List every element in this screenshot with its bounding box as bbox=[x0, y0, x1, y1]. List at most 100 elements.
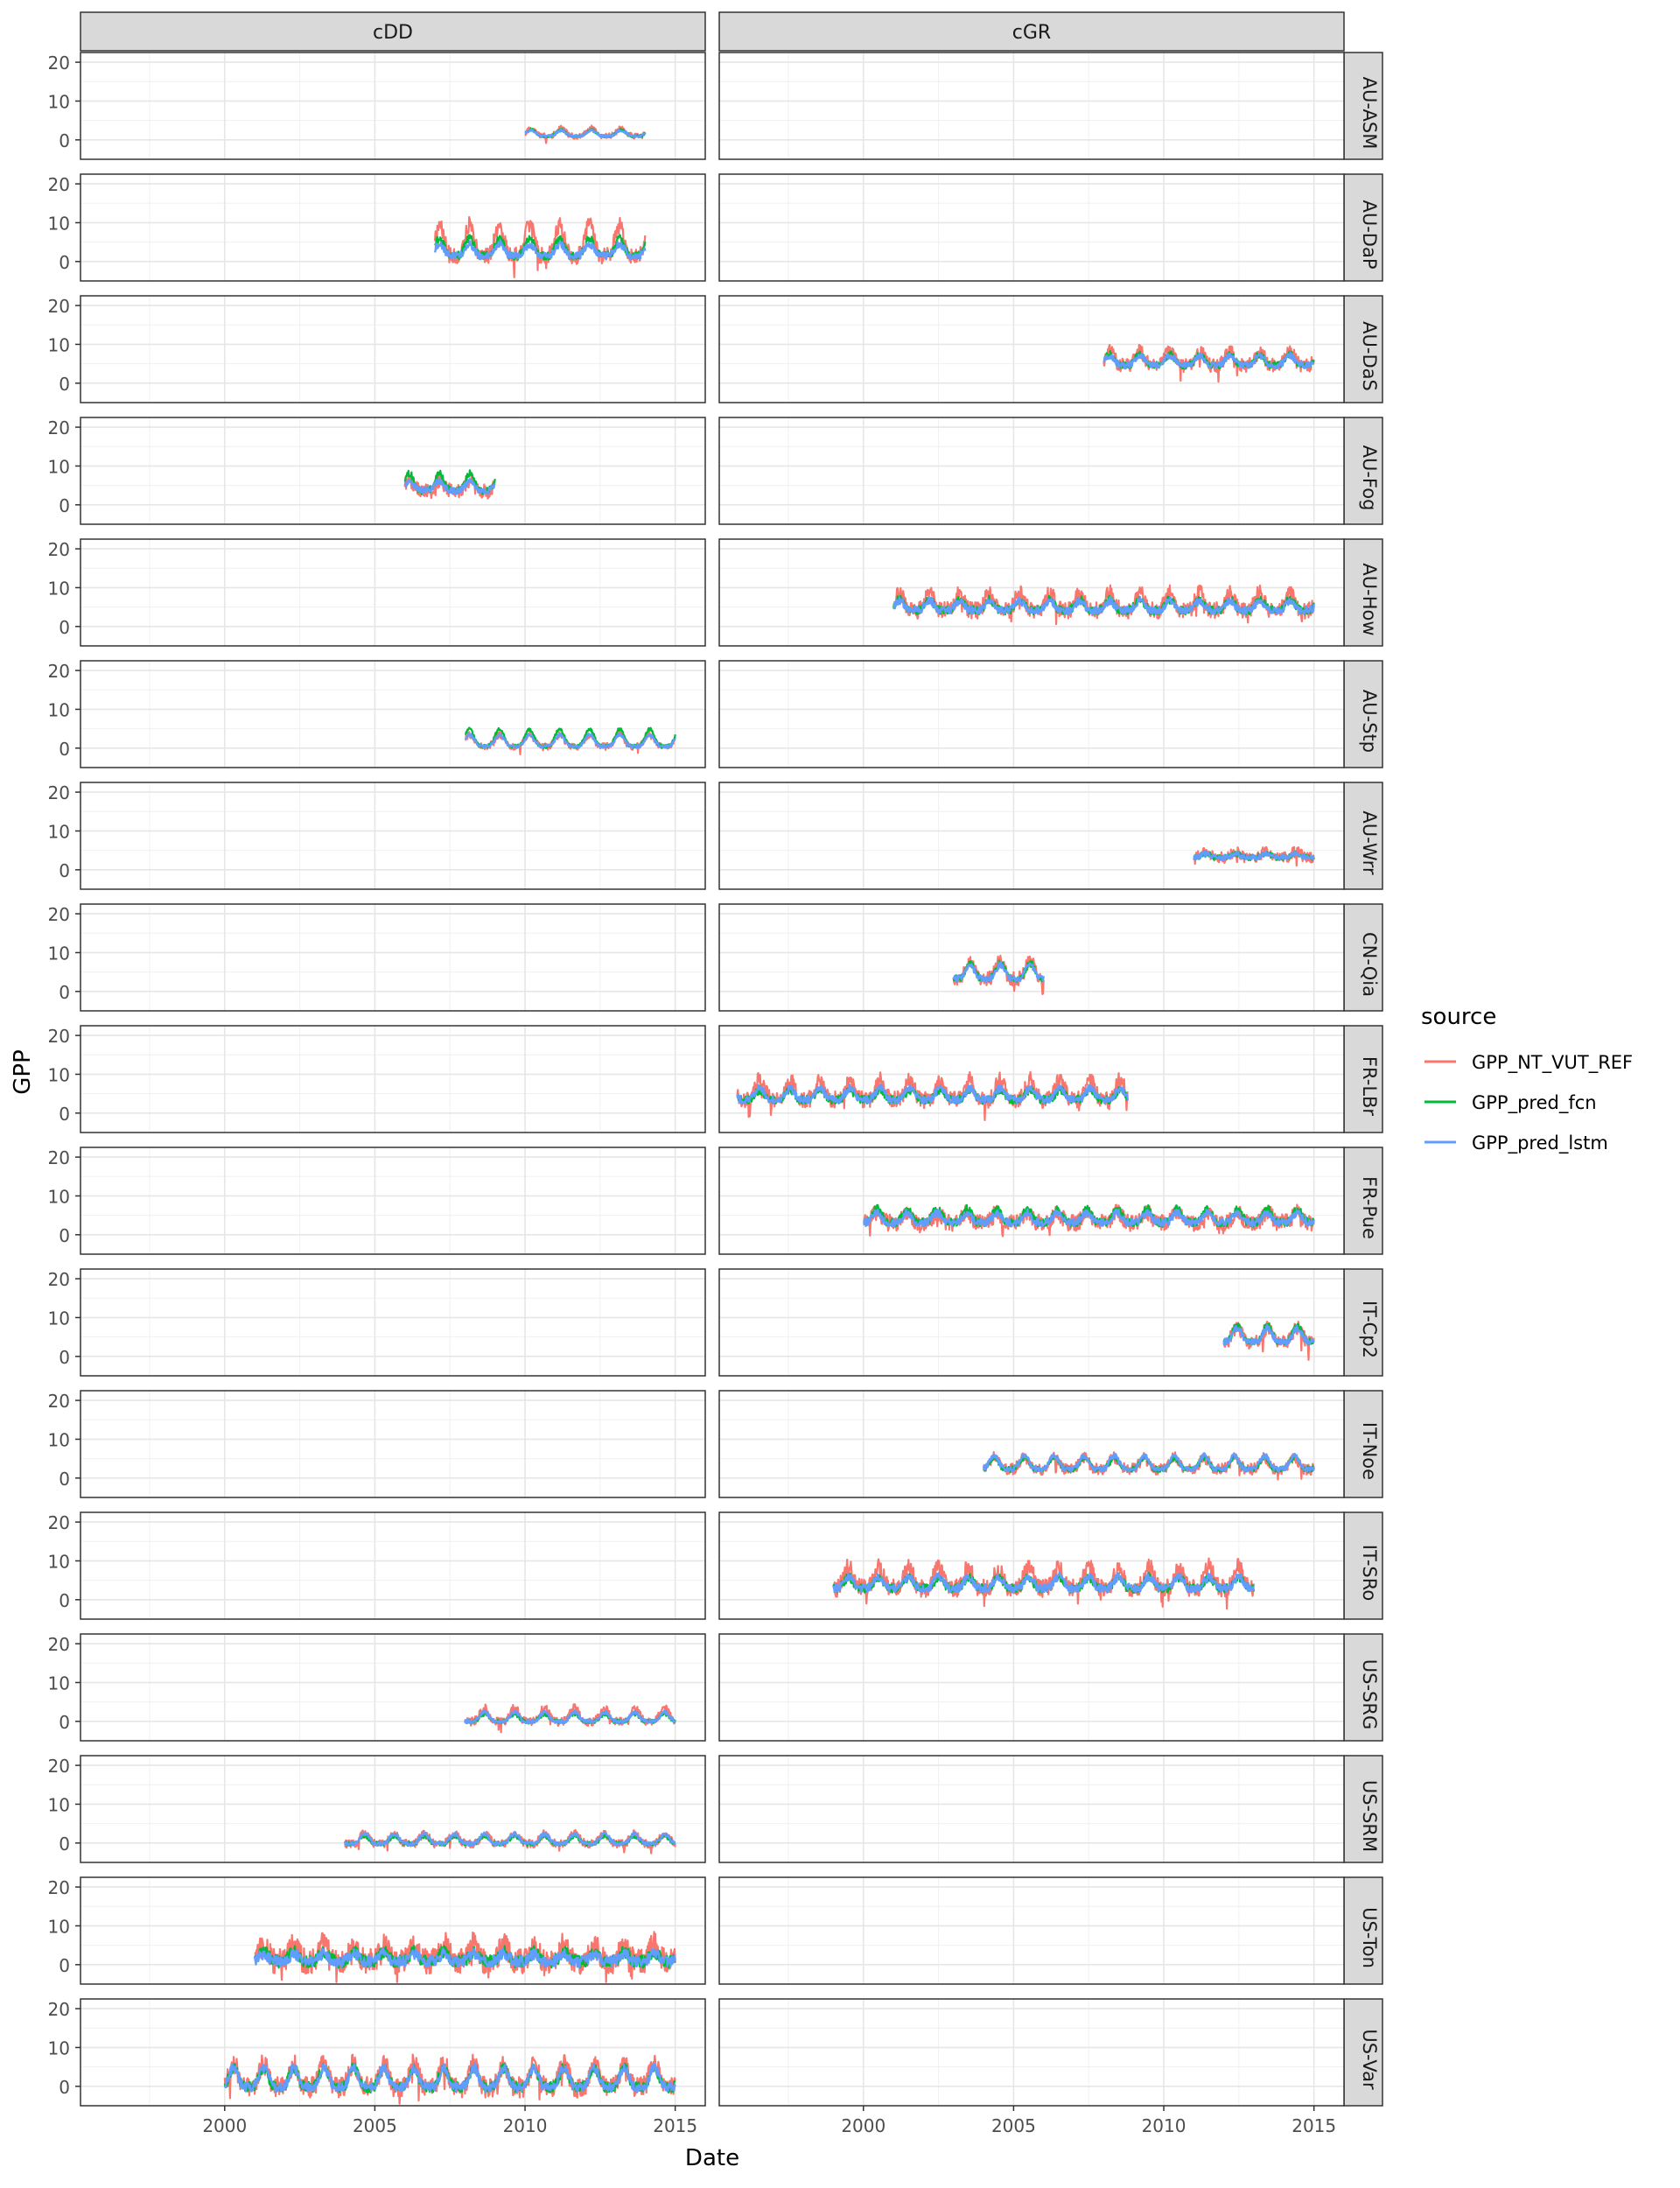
series-line-gpp-pred-lstm bbox=[1102, 351, 1315, 369]
y-tick-label: 20 bbox=[48, 661, 70, 682]
row-label-FR-Pue: FR-Pue bbox=[1359, 1176, 1380, 1239]
y-tick-label: 20 bbox=[48, 782, 70, 803]
panel-background bbox=[80, 417, 705, 524]
panel-AU-DaS-cDD bbox=[80, 295, 706, 403]
y-tick-label: 0 bbox=[59, 1712, 70, 1733]
row-strip-AU-DaP bbox=[1343, 173, 1383, 282]
panel-background bbox=[719, 539, 1344, 646]
panel-US-SRG-cGR bbox=[718, 1633, 1345, 1742]
row-label-AU-ASM: AU-ASM bbox=[1359, 77, 1380, 150]
y-tick-label: 0 bbox=[59, 1225, 70, 1246]
x-tick-label: 2010 bbox=[1142, 2115, 1186, 2136]
legend-label: GPP_NT_VUT_REF bbox=[1472, 1052, 1633, 1074]
x-axis-title: Date bbox=[685, 2145, 739, 2171]
series-line-gpp-pred-lstm bbox=[863, 1208, 1315, 1228]
panel-background bbox=[719, 1391, 1344, 1497]
panel-background bbox=[719, 1269, 1344, 1376]
panel-border bbox=[718, 1755, 1345, 1863]
y-tick-label: 20 bbox=[48, 296, 70, 317]
legend: source GPP_NT_VUT_REF GPP_pred_fcn GPP_pred… bbox=[1421, 1004, 1633, 1154]
y-tick-label: 20 bbox=[48, 1877, 70, 1898]
panel-border bbox=[718, 1876, 1345, 1985]
y-tick-label: 20 bbox=[48, 1147, 70, 1168]
panel-US-SRG-cDD bbox=[80, 1633, 706, 1742]
panel-background bbox=[80, 53, 705, 159]
panel-background bbox=[80, 1634, 705, 1741]
y-tick-label: 10 bbox=[48, 1429, 70, 1450]
panel-background bbox=[80, 1147, 705, 1254]
row-label-US-Var: US-Var bbox=[1359, 2029, 1380, 2090]
y-tick-label: 10 bbox=[48, 91, 70, 112]
panel-US-Var-cDD bbox=[80, 1998, 706, 2107]
row-strip-AU-DaS bbox=[1343, 295, 1383, 403]
y-tick-label: 0 bbox=[59, 617, 70, 638]
panel-border bbox=[80, 782, 706, 890]
row-strip-AU-Fog bbox=[1343, 417, 1383, 525]
series-line-gpp-pred-lstm bbox=[524, 128, 647, 138]
row-label-AU-DaS: AU-DaS bbox=[1359, 321, 1380, 391]
panel-border bbox=[718, 52, 1345, 160]
row-label-AU-How: AU-How bbox=[1359, 563, 1380, 635]
x-tick-label: 2015 bbox=[1292, 2115, 1336, 2136]
y-tick-label: 10 bbox=[48, 578, 70, 599]
y-tick-label: 20 bbox=[48, 1512, 70, 1533]
panel-border bbox=[80, 1633, 706, 1742]
y-tick-label: 20 bbox=[48, 1391, 70, 1412]
panel-US-SRM-cGR bbox=[718, 1755, 1345, 1863]
series-line-gpp-pred-lstm bbox=[1193, 850, 1315, 861]
panel-background bbox=[80, 174, 705, 281]
panel-border bbox=[80, 1998, 706, 2107]
panel-border bbox=[80, 1147, 706, 1255]
panel-AU-How-cGR bbox=[718, 538, 1345, 647]
series-line-gpp-pred-lstm bbox=[736, 1083, 1129, 1105]
y-tick-label: 20 bbox=[48, 1756, 70, 1777]
panel-AU-ASM-cGR bbox=[718, 52, 1345, 160]
panel-border bbox=[718, 1147, 1345, 1255]
panel-border bbox=[80, 173, 706, 282]
panel-border bbox=[80, 1876, 706, 1985]
y-tick-label: 20 bbox=[48, 417, 70, 438]
series-line-gpp-pred-lstm bbox=[1222, 1324, 1315, 1346]
row-strip-IT-Noe bbox=[1343, 1390, 1383, 1498]
y-tick-label: 20 bbox=[48, 1269, 70, 1290]
series-line-gpp-pred-lstm bbox=[832, 1572, 1256, 1594]
y-tick-label: 10 bbox=[48, 1308, 70, 1329]
panel-AU-Wrr-cDD bbox=[80, 782, 706, 890]
panel-background bbox=[80, 1756, 705, 1862]
panel-border bbox=[718, 1633, 1345, 1742]
column-strip-cGR bbox=[718, 11, 1345, 52]
panel-border bbox=[80, 1755, 706, 1863]
legend-label: GPP_pred_fcn bbox=[1472, 1092, 1597, 1114]
panel-border bbox=[80, 1511, 706, 1620]
panel-border bbox=[80, 660, 706, 768]
x-tick-label: 2005 bbox=[991, 2115, 1036, 2136]
panel-US-SRM-cDD bbox=[80, 1755, 706, 1863]
panel-background bbox=[719, 1634, 1344, 1741]
panel-border bbox=[718, 903, 1345, 1012]
legend-title: source bbox=[1421, 1004, 1496, 1030]
row-strip-US-Ton bbox=[1343, 1876, 1383, 1985]
panel-background bbox=[719, 296, 1344, 403]
y-tick-label: 0 bbox=[59, 1104, 70, 1125]
legend-label: GPP_pred_lstm bbox=[1472, 1133, 1608, 1154]
row-label-IT-Cp2: IT-Cp2 bbox=[1359, 1301, 1380, 1358]
panel-background bbox=[719, 53, 1344, 159]
panel-background bbox=[719, 1999, 1344, 2106]
row-strip-AU-Stp bbox=[1343, 660, 1383, 768]
panel-background bbox=[80, 1269, 705, 1376]
y-axis-title: GPP bbox=[10, 1049, 36, 1095]
panel-IT-SRo-cGR bbox=[718, 1511, 1345, 1620]
panel-border bbox=[80, 903, 706, 1012]
series-line-gpp-pred-lstm bbox=[253, 1947, 676, 1968]
column-strip-cDD bbox=[80, 11, 706, 52]
series-line-gpp-pred-lstm bbox=[433, 240, 647, 261]
panel-AU-DaS-cGR bbox=[718, 295, 1345, 403]
column-label-cDD: cDD bbox=[373, 22, 413, 44]
y-tick-label: 0 bbox=[59, 2077, 70, 2098]
panel-US-Ton-cDD bbox=[80, 1876, 706, 1985]
row-label-FR-LBr: FR-LBr bbox=[1359, 1056, 1380, 1117]
panel-border bbox=[718, 173, 1345, 282]
row-strip-US-SRM bbox=[1343, 1755, 1383, 1863]
